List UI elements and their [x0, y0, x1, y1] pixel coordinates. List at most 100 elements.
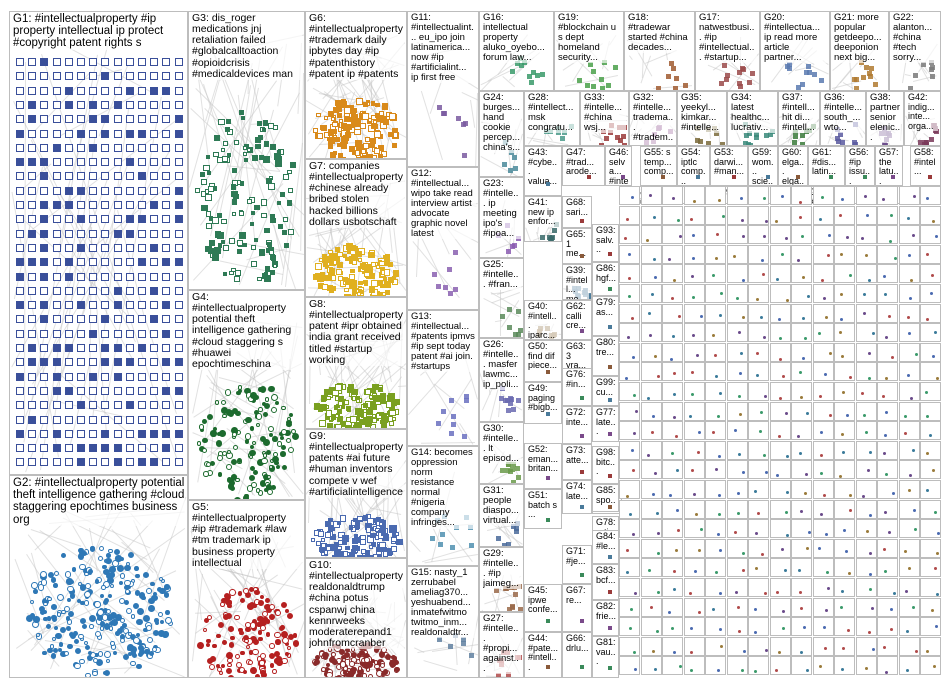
- circle-node-icon: [718, 454, 722, 458]
- circle-node-icon: [799, 371, 803, 375]
- square-node-icon: [354, 545, 360, 551]
- circle-node-icon: [51, 636, 57, 642]
- group-label: G36: #intelle... south_... wto...: [824, 93, 863, 134]
- tiny-group-cell: [791, 401, 812, 421]
- circle-node-icon: [115, 555, 122, 562]
- group-small: G60: elga... elga...: [778, 146, 808, 186]
- circle-node-icon: [805, 547, 809, 551]
- square-node-icon: [228, 238, 235, 245]
- circle-node-icon: [60, 553, 66, 559]
- circle-node-icon: [146, 624, 153, 632]
- square-node-icon: [40, 386, 49, 395]
- square-node-icon: [270, 217, 276, 224]
- circle-node-icon: [196, 441, 201, 446]
- square-node-icon: [52, 458, 61, 467]
- circle-node-icon: [778, 317, 782, 321]
- square-node-icon: [64, 258, 73, 267]
- circle-node-icon: [227, 662, 232, 668]
- tiny-group-cell: [705, 538, 726, 558]
- tiny-group-cell: [619, 558, 640, 578]
- circle-node-icon: [932, 664, 936, 668]
- circle-node-icon: [697, 431, 701, 435]
- circle-node-icon: [913, 195, 917, 199]
- circle-node-icon: [698, 610, 702, 614]
- group-g6: G6: #intellectualproperty #trademark dai…: [305, 11, 407, 159]
- square-node-icon: [162, 286, 171, 295]
- square-node-icon: [16, 243, 24, 252]
- square-node-icon: [150, 100, 159, 109]
- group-small: G66: drlu...: [562, 632, 592, 678]
- square-node-icon: [346, 407, 352, 413]
- square-node-icon: [138, 372, 146, 381]
- group-g36: G36: #intelle... south_... wto...: [820, 91, 866, 146]
- circle-node-icon: [715, 374, 719, 378]
- square-node-icon: [89, 186, 98, 195]
- circle-node-icon: [270, 406, 278, 414]
- circle-node-icon: [842, 529, 846, 533]
- square-node-icon: [516, 475, 522, 481]
- tiny-group-cell: [705, 578, 726, 597]
- square-node-icon: [28, 58, 37, 66]
- square-node-icon: [150, 286, 159, 295]
- square-node-icon: [101, 344, 110, 352]
- tiny-group-cell: [619, 460, 640, 480]
- tiny-group-cell: [662, 558, 683, 578]
- square-node-icon: [52, 201, 61, 209]
- group-g2: G2: #intellectualproperty potential thef…: [9, 475, 188, 678]
- square-node-icon: [89, 115, 98, 124]
- circle-node-icon: [841, 450, 845, 454]
- group-small: G80: tre...: [592, 336, 619, 376]
- square-node-icon: [138, 143, 146, 152]
- square-node-icon: [125, 129, 134, 138]
- square-node-icon: [696, 175, 701, 179]
- circle-node-icon: [164, 592, 170, 598]
- tiny-group-cell: [855, 264, 877, 284]
- circle-node-icon: [259, 594, 265, 600]
- group-small: G72: inte...: [562, 406, 592, 444]
- tiny-group-cell: [920, 323, 941, 343]
- tiny-group-cell: [705, 323, 726, 343]
- circle-node-icon: [763, 235, 767, 239]
- tiny-group-cell: [834, 382, 855, 401]
- group-label: G26: #intelle... masfer lawmc... ip_poli…: [483, 340, 521, 391]
- tiny-group-cell: [855, 578, 877, 597]
- square-node-icon: [174, 286, 183, 295]
- square-node-icon: [113, 358, 122, 367]
- square-node-icon: [162, 129, 171, 138]
- square-node-icon: [327, 110, 334, 117]
- circle-node-icon: [715, 257, 719, 261]
- tiny-group-cell: [619, 244, 640, 264]
- square-node-icon: [28, 301, 37, 310]
- circle-node-icon: [135, 573, 140, 579]
- circle-node-icon: [250, 466, 256, 472]
- circle-node-icon: [827, 234, 831, 238]
- circle-node-icon: [699, 528, 703, 532]
- circle-node-icon: [883, 646, 887, 650]
- square-node-icon: [125, 86, 134, 95]
- tiny-group-cell: [619, 382, 640, 401]
- square-node-icon: [89, 243, 98, 252]
- square-node-icon: [89, 129, 98, 138]
- square-node-icon: [441, 409, 447, 415]
- circle-node-icon: [119, 573, 126, 580]
- circle-node-icon: [764, 395, 768, 399]
- tiny-group-cell: [898, 480, 920, 499]
- square-node-icon: [162, 401, 171, 410]
- group-label: G59: wom... scie...: [752, 148, 774, 186]
- circle-node-icon: [777, 435, 781, 439]
- tiny-group-cell: [640, 636, 662, 656]
- circle-node-icon: [43, 601, 48, 607]
- tiny-group-cell: [619, 284, 640, 303]
- group-small: G50: find dif piece...: [524, 340, 562, 382]
- square-node-icon: [16, 58, 24, 66]
- square-node-icon: [89, 301, 98, 310]
- circle-node-icon: [926, 488, 930, 492]
- square-node-icon: [101, 358, 110, 367]
- edge-line: [421, 441, 476, 444]
- square-node-icon: [355, 399, 360, 404]
- tiny-group-cell: [920, 264, 941, 284]
- tiny-group-cell: [898, 205, 920, 225]
- square-node-icon: [506, 306, 512, 312]
- square-node-icon: [375, 546, 382, 553]
- tiny-group-cell: [898, 303, 920, 323]
